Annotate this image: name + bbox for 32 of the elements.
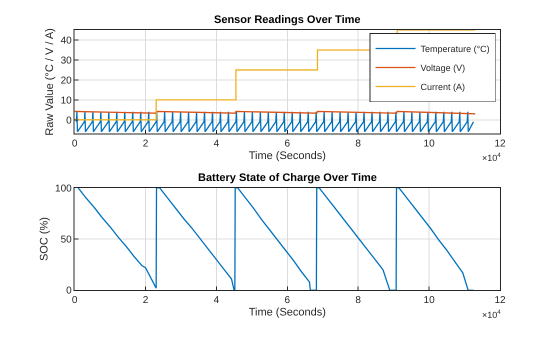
text: ×10$^{4}$ <box>482 309 502 320</box>
x-tick-label: 12 <box>494 138 506 150</box>
x-tick-label: 2 <box>142 138 149 150</box>
x-axis-title: Time (Seconds) <box>248 150 326 162</box>
line-series <box>78 188 474 290</box>
x-tick-label: 2 <box>142 295 149 306</box>
x-tick-label: 10 <box>424 295 436 306</box>
x-tick-label: 8 <box>355 138 362 150</box>
y-tick-label: 0 <box>66 286 72 297</box>
y-tick-label: 20 <box>60 75 72 86</box>
y-tick-label: 40 <box>60 36 72 47</box>
x-tick-label: 4 <box>214 295 220 306</box>
y-tick-label: 10 <box>60 95 72 106</box>
y-tick-label: 30 <box>60 55 72 66</box>
x-tick-label: 12 <box>494 295 506 306</box>
legend-label: Temperature (°C) <box>420 44 490 54</box>
x-tick-label: 8 <box>355 295 362 306</box>
y-axis-title: Raw Value (°C / V / A) <box>44 28 56 136</box>
chart-title: Sensor Readings Over Time <box>214 14 361 26</box>
y-axis-title: SOC (%) <box>38 217 51 262</box>
legend-label: Voltage (V) <box>420 63 466 73</box>
x-axis-title: Time (Seconds) <box>248 306 326 318</box>
chart-title: Battery State of Charge Over Time <box>198 172 377 184</box>
y-tick-label: 50 <box>60 234 72 246</box>
legend-label: Current (A) <box>420 82 466 92</box>
y-tick-label: 100 <box>55 183 72 194</box>
text: ×10$^{4}$ <box>482 152 502 163</box>
x-tick-label: 6 <box>284 138 291 150</box>
x-tick-label: 10 <box>424 138 436 150</box>
x-tick-label: 6 <box>284 295 291 306</box>
x-tick-label: 4 <box>214 138 220 150</box>
y-tick-label: 0 <box>66 115 72 126</box>
